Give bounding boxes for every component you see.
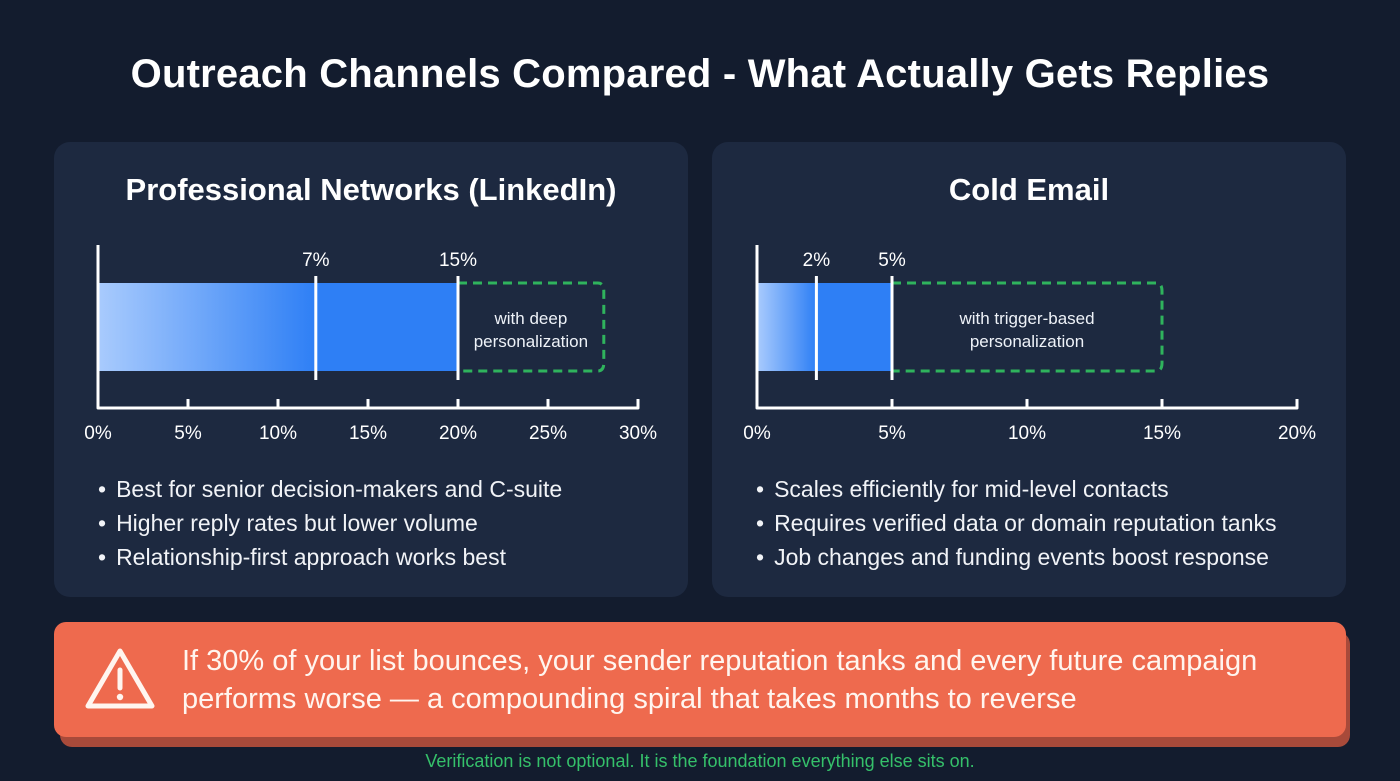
x-tick-label: 30%: [619, 423, 657, 444]
bullet-item: Higher reply rates but lower volume: [98, 506, 562, 540]
potential-range-box: [458, 281, 606, 373]
x-tick-label: 0%: [743, 423, 771, 444]
warning-line: performs worse — a compounding spiral th…: [182, 683, 1077, 715]
marker-label: 15%: [439, 250, 477, 271]
x-tick-label: 10%: [1008, 423, 1046, 444]
x-tick-label: 20%: [1278, 423, 1316, 444]
warning-text: If 30% of your list bounces, your sender…: [182, 642, 1257, 718]
footer-note: Verification is not optional. It is the …: [425, 751, 975, 771]
panel-title: Cold Email: [948, 172, 1110, 207]
bullet-item: Best for senior decision-makers and C-su…: [98, 472, 562, 506]
bullet-item: Requires verified data or domain reputat…: [756, 506, 1276, 540]
potential-label: with trigger-based: [958, 309, 1094, 328]
marker-label: 2%: [803, 250, 831, 271]
bullet-item: Scales efficiently for mid-level contact…: [756, 472, 1277, 506]
warning-banner: If 30% of your list bounces, your sender…: [54, 622, 1346, 737]
bar-segment: [816, 283, 892, 371]
x-tick-label: 10%: [259, 423, 297, 444]
x-tick-label: 0%: [84, 423, 112, 444]
potential-label: with deep: [494, 309, 568, 328]
x-tick-label: 20%: [439, 423, 477, 444]
bullet-list: Scales efficiently for mid-level contact…: [756, 472, 1277, 574]
warning-line: If 30% of your list bounces, your sender…: [182, 645, 1258, 677]
x-tick-label: 5%: [878, 423, 906, 444]
bar-segment: [315, 283, 458, 371]
marker-label: 7%: [302, 250, 330, 271]
bullet-item: Relationship-first approach works best: [98, 540, 562, 574]
bullet-item: Job changes and funding events boost res…: [756, 540, 1277, 574]
x-tick-label: 5%: [174, 423, 202, 444]
warning-triangle-icon: [85, 648, 155, 709]
bullet-list: Best for senior decision-makers and C-su…: [98, 472, 562, 574]
x-tick-label: 25%: [529, 423, 567, 444]
marker-label: 5%: [878, 250, 906, 271]
potential-label: personalization: [970, 332, 1084, 351]
page-title: Outreach Channels Compared - What Actual…: [130, 52, 1270, 96]
x-tick-label: 15%: [1143, 423, 1181, 444]
x-tick-label: 15%: [349, 423, 387, 444]
panel-title: Professional Networks (LinkedIn): [125, 172, 617, 207]
potential-label: personalization: [474, 332, 588, 351]
